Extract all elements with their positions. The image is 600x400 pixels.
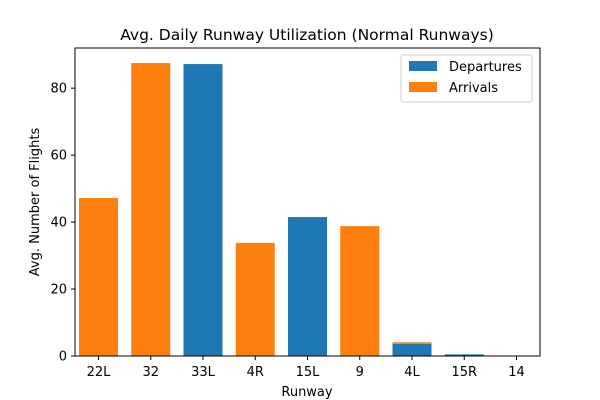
legend-label-departures: Departures [449,60,522,75]
bar-departures-4l [392,343,432,356]
y-axis-label: Avg. Number of Flights [28,128,43,277]
x-tick-label-15l: 15L [296,365,321,380]
bar-arrivals-32 [131,63,171,356]
legend-swatch-departures [409,61,437,71]
legend: Departures Arrivals [400,54,533,103]
x-tick-label-33l: 33L [191,365,216,380]
x-tick-label-9: 9 [356,365,364,380]
x-tick-label-15r: 15R [451,365,477,380]
x-axis-label: Runway [281,385,333,400]
x-tick-label-32: 32 [142,365,159,380]
y-tick-label-40: 40 [50,216,67,231]
y-axis: 0 20 40 60 80 [50,82,75,365]
bar-departures-33l [183,64,223,356]
bar-arrivals-22l [79,197,118,356]
bars-group [79,63,536,357]
y-tick-label-60: 60 [50,149,67,164]
bar-arrivals-4r [235,242,275,356]
bar-departures-15r [444,354,484,356]
chart-title: Avg. Daily Runway Utilization (Normal Ru… [120,26,494,44]
bar-departures-15l [288,217,327,356]
x-tick-label-4l: 4L [404,365,420,380]
x-axis: 22L 32 33L 4R 15L 9 4L 15R 14 [87,356,525,380]
legend-label-arrivals: Arrivals [449,81,498,96]
legend-swatch-arrivals [409,82,437,92]
y-tick-label-0: 0 [59,350,67,365]
bar-arrivals-4l [392,342,432,344]
bar-arrivals-9 [340,226,380,356]
y-tick-label-20: 20 [50,283,67,298]
x-tick-label-22l: 22L [87,365,112,380]
x-tick-label-4r: 4R [247,365,264,380]
y-tick-label-80: 80 [50,82,67,97]
x-tick-label-14: 14 [508,365,525,380]
